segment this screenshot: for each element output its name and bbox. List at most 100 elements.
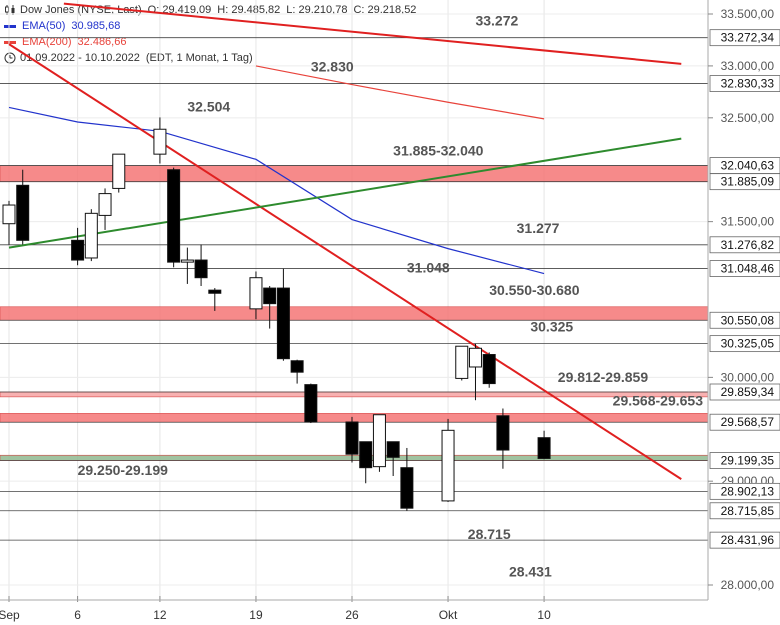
ema50-label: EMA(50) <box>22 20 66 32</box>
level-price-box <box>709 236 780 254</box>
level-price-box <box>709 173 780 191</box>
legend-row-instrument: Dow Jones (NYSE, Last) O: 29.419,09 H: 2… <box>4 2 422 18</box>
instrument-name: Dow Jones (NYSE, Last) <box>20 4 142 16</box>
ema200-swatch <box>4 40 16 44</box>
candle-body <box>84 212 98 259</box>
level-price-box <box>709 75 780 92</box>
level-price-label: 28.715,85 <box>721 504 775 518</box>
candle-body <box>345 421 359 455</box>
candle-body <box>153 128 167 155</box>
y-tick-label: 31.500,00 <box>721 215 775 229</box>
candle-body <box>359 441 373 469</box>
annotation-label: 30.550-30.680 <box>489 282 580 298</box>
level-price-label: 29.568,57 <box>721 415 775 429</box>
candle-body <box>167 169 181 263</box>
candle-body <box>16 184 30 241</box>
level-price-label: 31.885,09 <box>721 175 775 189</box>
candle-body <box>372 414 386 468</box>
level-price-label: 32.830,33 <box>721 77 775 91</box>
level-price-label: 32.040,63 <box>721 159 775 173</box>
candlestick-icon <box>5 5 15 15</box>
candle-body <box>386 441 400 458</box>
level-price-label: 29.859,34 <box>721 385 775 399</box>
level-price-box <box>709 502 780 520</box>
price-zone <box>0 165 709 182</box>
trendline-downtrend-top <box>63 2 682 65</box>
level-price-box <box>709 452 780 469</box>
annotation-label: 30.325 <box>530 319 573 335</box>
ema-lines <box>8 65 545 275</box>
candle-body <box>290 360 304 373</box>
level-price-label: 31.276,82 <box>721 238 775 252</box>
ema50-swatch <box>4 24 16 28</box>
candle-body <box>112 153 126 189</box>
ema200-line <box>255 65 545 120</box>
price-zone <box>0 391 709 398</box>
candle-body <box>276 287 290 360</box>
y-tick-label: 32.500,00 <box>721 111 775 125</box>
ema50-line <box>8 106 545 275</box>
time-axis: Sep 6 12 19 26 Okt 10 <box>0 596 708 622</box>
candles <box>2 117 551 511</box>
level-price-box <box>709 413 780 431</box>
level-price-label: 28.431,96 <box>721 533 775 547</box>
candle-body <box>98 193 112 216</box>
x-tick-label: 19 <box>249 608 263 622</box>
ema50-value: 30.985,68 <box>71 20 121 32</box>
level-price-box <box>709 260 780 277</box>
ema200-value: 32.486,66 <box>77 36 127 48</box>
period-range: 01.09.2022 - 10.10.2022 <box>20 52 140 64</box>
trendline-downtrend-main <box>8 43 682 480</box>
annotation-label: 31.048 <box>407 260 450 276</box>
candle-body <box>400 467 414 509</box>
level-price-box <box>709 29 780 47</box>
level-price-box <box>709 311 780 329</box>
level-price-label: 31.048,46 <box>721 262 775 276</box>
candle-body <box>482 354 496 385</box>
x-tick-label: 26 <box>345 608 359 622</box>
annotation-label: 32.504 <box>187 98 230 114</box>
x-tick-label: Sep <box>0 608 20 622</box>
annotation-label: 29.250-29.199 <box>78 462 169 478</box>
grid-lines <box>0 0 708 600</box>
candle-body <box>71 239 85 261</box>
level-price-label: 28.902,13 <box>721 484 775 498</box>
price-zone <box>0 454 709 461</box>
y-tick-label: 33.500,00 <box>721 7 775 21</box>
candle-body <box>537 437 551 459</box>
level-price-label: 33.272,34 <box>721 31 775 45</box>
chart-legend: Dow Jones (NYSE, Last) O: 29.419,09 H: 2… <box>4 2 422 66</box>
trendline-uptrend-green <box>8 137 682 249</box>
candle-body <box>249 277 263 310</box>
candle-body <box>194 259 208 279</box>
legend-row-period: 01.09.2022 - 10.10.2022 (EDT, 1 Monat, 1… <box>4 50 422 66</box>
candle-body <box>208 289 222 294</box>
level-price-box <box>709 383 780 401</box>
price-zone <box>0 413 709 423</box>
candle-body <box>441 429 455 502</box>
candle-body <box>2 204 16 225</box>
ema200-label: EMA(200) <box>22 36 72 48</box>
x-tick-label: Okt <box>439 608 458 622</box>
y-tick-label: 33.000,00 <box>721 59 775 73</box>
legend-row-ema50: EMA(50) 30.985,68 <box>4 18 422 34</box>
x-tick-label: 6 <box>74 608 81 622</box>
level-price-box <box>709 335 780 353</box>
candle-body <box>496 415 510 451</box>
annotation-label: 28.715 <box>468 526 511 542</box>
annotations: 33.272 32.830 32.504 31.885-32.040 31.277 31.… <box>78 13 704 580</box>
ohlc-close: C: 29.218,52 <box>353 4 417 16</box>
annotation-label: 28.431 <box>509 563 552 579</box>
x-tick-label: 12 <box>153 608 167 622</box>
annotation-label: 31.885-32.040 <box>393 143 484 159</box>
annotation-label: 29.812-29.859 <box>558 369 649 385</box>
period-resolution: (EDT, 1 Monat, 1 Tag) <box>145 52 253 64</box>
level-price-box <box>709 482 780 500</box>
ohlc-low: L: 29.210,78 <box>286 4 348 16</box>
candle-body <box>455 345 469 379</box>
price-zone <box>0 306 709 321</box>
legend-row-ema200: EMA(200) 32.486,66 <box>4 34 422 50</box>
level-price-box <box>709 531 780 549</box>
annotation-label: 32.830 <box>311 59 354 75</box>
level-price-label: 29.199,35 <box>721 454 775 468</box>
